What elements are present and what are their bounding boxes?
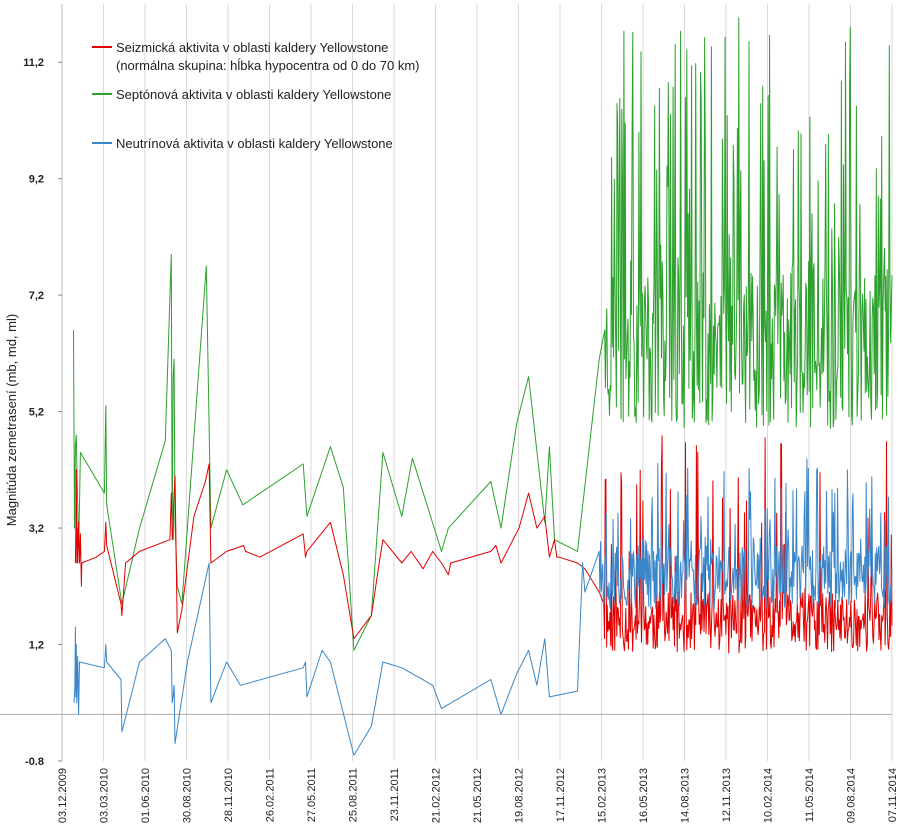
legend-label-septon: Septónová aktivita v oblasti kaldery Yel…: [116, 87, 391, 102]
series-line-neutrino: [73, 458, 893, 756]
legend-label-neutrino: Neutrínová aktivita v oblasti kaldery Ye…: [116, 136, 393, 151]
legend: Seizmická aktivita v oblasti kaldery Yel…: [92, 40, 420, 151]
y-tick-label: 9,2: [29, 174, 44, 186]
y-tick-label: 11,2: [23, 57, 44, 69]
x-tick-label: 28.11.2010: [223, 768, 235, 822]
x-tick-label: 21.05.2012: [472, 768, 484, 823]
x-tick-label: 26.02.2011: [265, 768, 277, 822]
x-tick-label: 07.11.2014: [887, 768, 899, 822]
y-tick-label: 3,2: [29, 523, 44, 535]
x-tick-label: 25.08.2011: [348, 768, 360, 822]
x-tick-label: 15.02.2013: [597, 768, 609, 823]
x-tick-label: 23.11.2011: [389, 768, 401, 821]
y-tick-label: 1,2: [29, 640, 44, 652]
legend-label-seismic-line2: (normálna skupina: hĺbka hypocentra od 0…: [116, 58, 420, 73]
y-axis-ticks: -0.8 1,2 3,2 5,2 7,2 9,2 11,2: [23, 57, 62, 768]
series-layer: [73, 17, 893, 756]
x-tick-label: 21.02.2012: [431, 768, 443, 823]
series-line-septon: [73, 17, 893, 651]
y-tick-label: -0.8: [25, 756, 44, 768]
x-tick-label: 03.03.2010: [99, 768, 111, 823]
x-tick-label: 27.05.2011: [306, 768, 318, 822]
x-tick-label: 16.05.2013: [638, 768, 650, 823]
legend-label-seismic: Seizmická aktivita v oblasti kaldery Yel…: [116, 40, 388, 55]
grid: [0, 4, 893, 761]
x-tick-label: 12.11.2013: [721, 768, 733, 822]
x-tick-label: 11.05.2014: [804, 768, 816, 822]
y-tick-label: 7,2: [29, 290, 44, 302]
x-tick-label: 01.06.2010: [140, 768, 152, 823]
x-tick-label: 17.11.2012: [555, 768, 567, 822]
x-axis-ticks: 03.12.2009 03.03.2010 01.06.2010 30.08.2010…: [57, 768, 899, 823]
series-line-seismic: [74, 435, 893, 654]
x-tick-label: 10.02.2014: [763, 768, 775, 823]
x-tick-label: 14.08.2013: [680, 768, 692, 823]
y-axis-label: Magnitúda zemetrasení (mb, md, ml): [4, 314, 19, 526]
x-tick-label: 09.08.2014: [846, 768, 858, 823]
x-tick-label: 03.12.2009: [57, 768, 69, 823]
y-tick-label: 5,2: [29, 407, 44, 419]
x-tick-label: 19.08.2012: [514, 768, 526, 823]
x-tick-label: 30.08.2010: [182, 768, 194, 823]
